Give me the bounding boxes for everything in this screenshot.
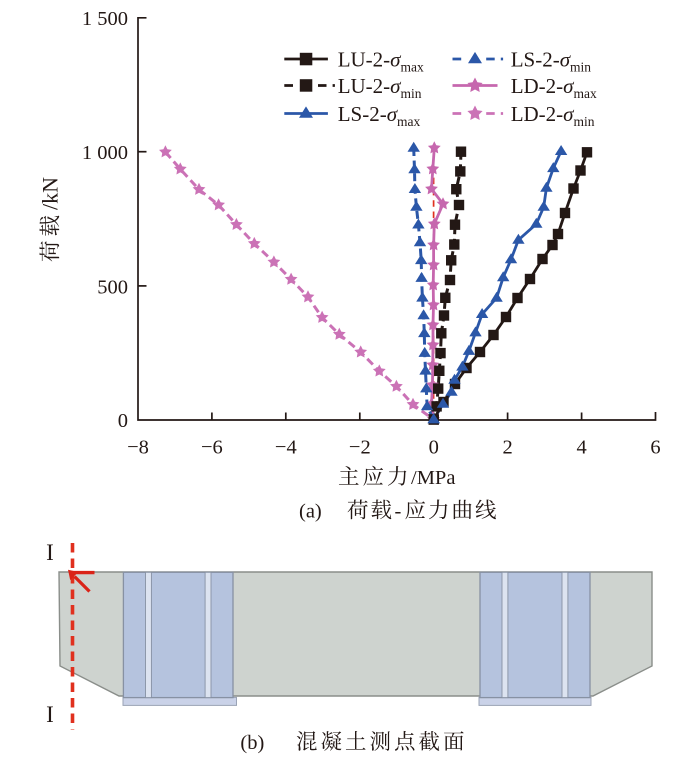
svg-text:2: 2 <box>502 437 512 459</box>
svg-text:/MPa: /MPa <box>411 467 455 489</box>
svg-text:−4: −4 <box>275 437 297 459</box>
svg-text:0: 0 <box>429 437 439 459</box>
svg-text:I: I <box>46 702 54 727</box>
svg-text:−6: −6 <box>201 437 223 459</box>
svg-text:/kN: /kN <box>38 177 63 210</box>
svg-text:-: - <box>395 501 402 523</box>
svg-text:I: I <box>46 540 54 565</box>
svg-text:0: 0 <box>118 410 128 432</box>
svg-text:−2: −2 <box>349 437 371 459</box>
svg-text:(a): (a) <box>299 501 322 523</box>
svg-text:500: 500 <box>97 276 128 298</box>
svg-text:6: 6 <box>650 437 660 459</box>
svg-text:1 500: 1 500 <box>82 8 128 30</box>
svg-text:LU-2-σmax: LU-2-σmax <box>338 47 424 74</box>
svg-text:4: 4 <box>576 437 586 459</box>
svg-text:(b): (b) <box>240 732 264 754</box>
svg-text:−8: −8 <box>127 437 149 459</box>
svg-text:1 000: 1 000 <box>82 142 128 164</box>
